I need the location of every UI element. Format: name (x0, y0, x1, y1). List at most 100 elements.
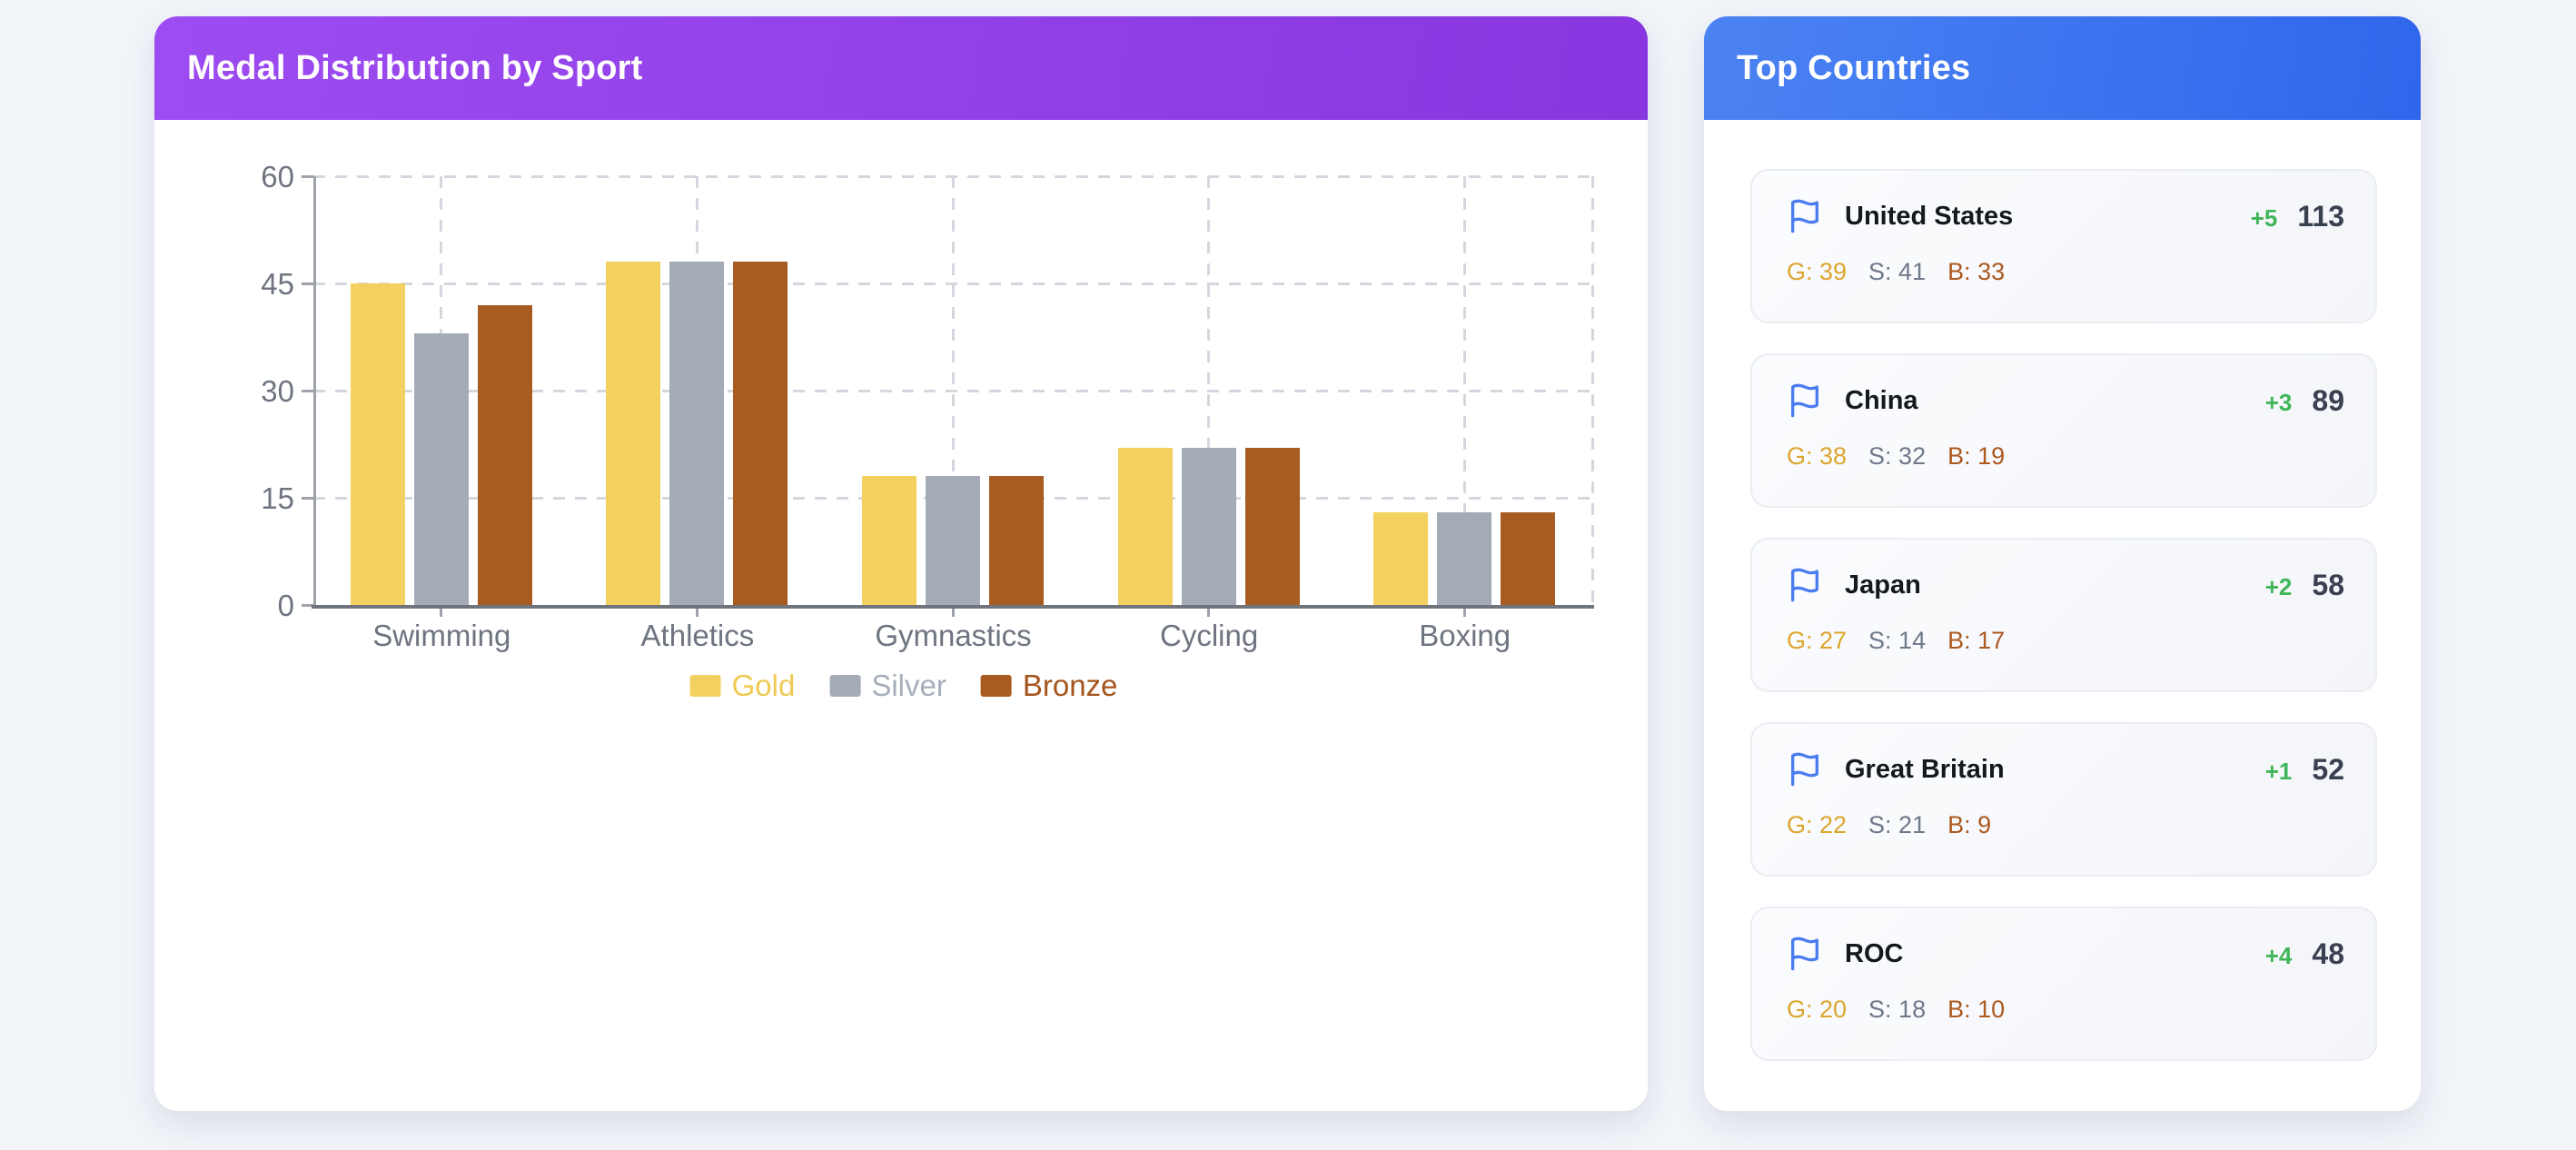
gridline-vertical (1590, 176, 1594, 605)
y-axis-tick (302, 389, 313, 392)
silver-count: S: 21 (1868, 811, 1927, 838)
x-axis-category-label: Athletics (640, 619, 755, 652)
country-score: +1 52 (2265, 753, 2344, 787)
legend-swatch-gold (689, 675, 721, 697)
country-row-main: ROC +4 48 (1787, 936, 2344, 972)
legend-label-gold: Gold (731, 669, 796, 702)
bar-silver-boxing (1437, 511, 1492, 605)
y-axis-tick-label: 60 (261, 160, 294, 193)
y-axis-tick-label: 30 (261, 374, 294, 408)
gridline-vertical (1207, 176, 1211, 605)
x-axis-category-label: Gymnastics (875, 619, 1032, 652)
country-row-main: Great Britain +1 52 (1787, 751, 2344, 788)
countries-card-header: Top Countries (1704, 16, 2421, 120)
medal-breakdown: G: 22 S: 21 B: 9 (1787, 811, 2344, 839)
country-score: +2 58 (2265, 569, 2344, 602)
legend-item-gold[interactable]: Gold (689, 669, 796, 702)
y-axis-tick (302, 282, 313, 285)
medal-bar-chart: 0 15 30 45 60 Swimming Athletics Gymnastics Cycl… (154, 120, 1648, 1111)
gold-count: G: 38 (1787, 442, 1848, 470)
legend-label-bronze: Bronze (1022, 669, 1118, 702)
flag-icon (1791, 199, 1818, 233)
country-name: ROC (1845, 938, 1904, 968)
bar-gold-gymnastics (862, 476, 916, 605)
legend-swatch-silver (829, 675, 861, 697)
medal-distribution-card: Medal Distribution by Sport 0 15 30 45 60 Swi… (154, 16, 1648, 1111)
bar-gold-swimming (350, 283, 405, 605)
x-axis-category-label: Cycling (1159, 619, 1259, 652)
flag-icon (1791, 568, 1818, 602)
medal-breakdown: G: 20 S: 18 B: 10 (1787, 996, 2344, 1024)
medal-delta-badge: +1 (2264, 757, 2293, 785)
total-medals: 48 (2312, 937, 2344, 970)
legend-label-silver: Silver (871, 669, 946, 702)
y-axis-tick-label: 45 (261, 267, 294, 301)
top-countries-card: Top Countries United States +5 113 G: 39 S: … (1704, 16, 2421, 1111)
bar-silver-gymnastics (926, 476, 980, 605)
country-name: Japan (1845, 570, 1921, 600)
x-axis-category-label: Boxing (1419, 619, 1511, 652)
country-name: United States (1845, 201, 2014, 231)
medal-delta-badge: +4 (2264, 941, 2293, 969)
bar-bronze-athletics (733, 262, 788, 605)
countries-list: United States +5 113 G: 39 S: 41 B: 33 China +3… (1704, 120, 2421, 1111)
country-row-main: China +3 89 (1787, 382, 2344, 419)
silver-count: S: 14 (1868, 627, 1927, 654)
bar-gold-athletics (606, 262, 661, 605)
country-card-japan[interactable]: Japan +2 58 G: 27 S: 14 B: 17 (1750, 538, 2377, 692)
medal-delta-badge: +5 (2250, 203, 2278, 232)
gold-count: G: 39 (1787, 258, 1848, 285)
country-card-china[interactable]: China +3 89 G: 38 S: 32 B: 19 (1750, 353, 2377, 508)
country-card-great-britain[interactable]: Great Britain +1 52 G: 22 S: 21 B: 9 (1750, 722, 2377, 877)
x-axis-tick (695, 605, 698, 617)
country-card-roc[interactable]: ROC +4 48 G: 20 S: 18 B: 10 (1750, 907, 2377, 1061)
country-row-main: United States +5 113 (1787, 198, 2344, 234)
total-medals: 89 (2312, 383, 2344, 417)
country-score: +3 89 (2265, 384, 2344, 418)
x-axis-line (312, 605, 1594, 609)
country-name: Great Britain (1845, 754, 2005, 784)
gold-count: G: 22 (1787, 811, 1848, 838)
country-card-united-states[interactable]: United States +5 113 G: 39 S: 41 B: 33 (1750, 169, 2377, 323)
flag-icon (1791, 383, 1818, 418)
bar-gold-cycling (1117, 447, 1173, 605)
bar-bronze-cycling (1244, 447, 1300, 605)
gridline-vertical (951, 176, 955, 605)
bar-silver-athletics (669, 262, 725, 605)
chart-card-header: Medal Distribution by Sport (154, 16, 1648, 120)
chart-legend: Gold Silver Bronze (689, 669, 1118, 702)
silver-count: S: 41 (1868, 258, 1927, 285)
silver-count: S: 18 (1868, 996, 1927, 1023)
medal-breakdown: G: 27 S: 14 B: 17 (1787, 627, 2344, 655)
bar-silver-swimming (413, 333, 469, 605)
bar-silver-cycling (1181, 447, 1236, 605)
bar-gold-boxing (1373, 511, 1429, 605)
legend-item-silver[interactable]: Silver (829, 670, 946, 701)
bronze-count: B: 19 (1947, 442, 2006, 470)
x-axis-tick (1207, 605, 1211, 617)
x-axis-tick (951, 605, 955, 617)
countries-card-title: Top Countries (1737, 48, 1971, 87)
legend-item-bronze[interactable]: Bronze (980, 669, 1118, 702)
y-axis-tick-label: 15 (261, 481, 294, 515)
gridline-vertical (1462, 176, 1466, 605)
total-medals: 113 (2297, 199, 2344, 233)
medal-delta-badge: +2 (2264, 572, 2293, 600)
country-score: +5 113 (2251, 200, 2344, 233)
x-axis-category-label: Swimming (372, 619, 511, 652)
flag-icon (1791, 937, 1818, 971)
bar-bronze-boxing (1501, 511, 1556, 605)
gold-count: G: 27 (1787, 627, 1848, 654)
medal-delta-badge: +3 (2264, 388, 2293, 416)
y-axis-tick (302, 496, 313, 500)
x-axis-tick (440, 605, 443, 617)
medal-breakdown: G: 38 S: 32 B: 19 (1787, 442, 2344, 471)
bar-bronze-swimming (477, 304, 532, 605)
gold-count: G: 20 (1787, 996, 1848, 1023)
country-row-main: Japan +2 58 (1787, 567, 2344, 603)
total-medals: 58 (2312, 568, 2344, 601)
bronze-count: B: 33 (1947, 258, 2006, 285)
country-score: +4 48 (2265, 937, 2344, 971)
y-axis-tick (302, 174, 313, 178)
chart-card-title: Medal Distribution by Sport (187, 48, 643, 87)
